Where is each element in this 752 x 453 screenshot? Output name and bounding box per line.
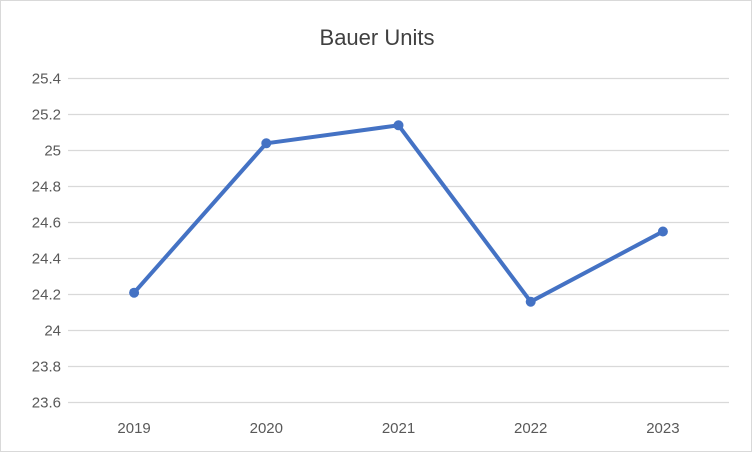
data-point-2019 xyxy=(129,287,140,298)
x-tick-label: 2020 xyxy=(250,420,283,437)
x-tick-label: 2023 xyxy=(646,420,679,437)
y-tick-label: 24.4 xyxy=(32,251,61,268)
y-tick-label: 25.4 xyxy=(32,71,61,88)
gridlines xyxy=(68,77,729,404)
x-tick-label: 2021 xyxy=(382,420,415,437)
data-point-2023 xyxy=(657,226,668,237)
y-tick-label: 24 xyxy=(44,323,61,340)
x-tick-label: 2019 xyxy=(117,420,150,437)
y-tick-label: 24.8 xyxy=(32,179,61,196)
x-tick-label: 2022 xyxy=(514,420,547,437)
y-tick-label: 23.6 xyxy=(32,395,61,412)
series-line xyxy=(132,123,664,304)
data-point-2021 xyxy=(393,120,404,131)
y-tick-label: 23.8 xyxy=(32,359,61,376)
x-tick-labels: 2019 2020 2021 2022 2023 xyxy=(117,420,679,437)
y-tick-label: 25 xyxy=(44,143,61,160)
data-point-2022 xyxy=(525,296,536,307)
y-tick-labels: 23.6 23.8 24 24.2 24.4 24.6 24.8 25 25.2 25.4 xyxy=(32,71,61,412)
data-point-2020 xyxy=(261,138,272,149)
series xyxy=(129,120,668,307)
y-tick-label: 25.2 xyxy=(32,107,61,124)
y-tick-label: 24.2 xyxy=(32,287,61,304)
y-tick-label: 24.6 xyxy=(32,215,61,232)
chart-title: Bauer Units xyxy=(320,25,435,50)
